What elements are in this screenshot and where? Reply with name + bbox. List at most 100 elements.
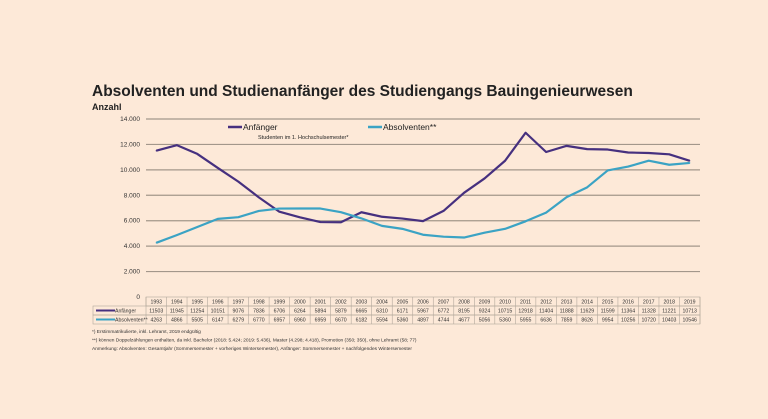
data-point xyxy=(422,234,424,236)
table-cell: 6960 xyxy=(294,318,306,324)
data-point xyxy=(442,210,445,212)
table-cell: 11945 xyxy=(170,309,184,315)
table-cell: 6670 xyxy=(335,318,347,324)
table-cell: 6665 xyxy=(356,309,368,315)
table-cell: 11328 xyxy=(642,309,656,315)
x-tick-label: 2006 xyxy=(417,300,429,306)
table-cell: 11364 xyxy=(621,309,635,315)
data-point xyxy=(607,148,609,151)
table-cell: 6770 xyxy=(253,318,265,324)
table-cell: 6706 xyxy=(274,309,286,315)
data-point xyxy=(299,207,301,210)
data-point xyxy=(627,151,629,154)
table-cell: 10546 xyxy=(683,318,698,324)
data-point xyxy=(299,216,301,218)
data-point xyxy=(176,144,178,146)
table-cell: 11888 xyxy=(560,309,574,315)
footnote: **) können Doppelzählungen enthalten, da… xyxy=(92,338,417,344)
data-point xyxy=(401,228,404,230)
table-cell: 6171 xyxy=(397,309,409,315)
x-tick-label: 2004 xyxy=(376,300,388,306)
table-cell: 9076 xyxy=(233,309,245,315)
data-point xyxy=(607,169,609,172)
table-cell: 10151 xyxy=(211,309,226,315)
table-cell: 6310 xyxy=(376,309,388,315)
legend-note: Studenten im 1. Hochschulsemester* xyxy=(258,135,349,141)
table-cell: 11221 xyxy=(662,309,676,315)
data-point xyxy=(360,211,363,213)
table-cell: 9324 xyxy=(479,309,491,315)
y-tick-label: 10.000 xyxy=(120,167,140,174)
table-cell: 12918 xyxy=(518,309,533,315)
data-point xyxy=(340,211,342,213)
table-row-label: Anfänger xyxy=(115,309,136,315)
data-point xyxy=(155,150,157,152)
data-point xyxy=(524,220,527,222)
data-point xyxy=(237,216,239,218)
x-tick-label: 2011 xyxy=(520,300,531,306)
table-row-label: Absolventen** xyxy=(115,318,148,324)
x-tick-label: 1998 xyxy=(253,300,265,306)
table-cell: 4897 xyxy=(417,318,429,324)
x-tick-label: 2008 xyxy=(458,300,470,306)
x-tick-label: 2009 xyxy=(479,300,491,306)
data-point xyxy=(196,226,198,228)
table-cell: 10256 xyxy=(621,318,636,324)
data-point xyxy=(566,145,568,147)
series-line-Anfnger xyxy=(155,131,691,224)
data-point xyxy=(381,225,383,227)
chart-title: Absolventen und Studienanfänger des Stud… xyxy=(92,83,633,100)
table-cell: 7859 xyxy=(561,318,573,324)
x-tick-label: 2017 xyxy=(643,300,655,306)
data-point xyxy=(689,160,691,162)
table-cell: 6264 xyxy=(294,309,306,315)
data-point xyxy=(545,151,547,153)
table-cell: 4866 xyxy=(171,318,183,324)
x-tick-label: 1993 xyxy=(150,300,162,306)
x-tick-label: 1997 xyxy=(233,300,245,306)
table-cell: 11599 xyxy=(601,309,615,315)
x-tick-label: 2014 xyxy=(581,300,593,306)
table-cell: 6147 xyxy=(212,318,224,324)
table-cell: 5894 xyxy=(315,309,327,315)
table-cell: 6182 xyxy=(356,318,368,324)
table-cell: 5879 xyxy=(335,309,347,315)
x-tick-label: 2007 xyxy=(438,300,450,306)
data-point xyxy=(627,166,629,168)
data-point xyxy=(648,152,650,154)
table-cell: 8626 xyxy=(581,318,593,324)
data-point xyxy=(483,177,486,180)
data-point xyxy=(463,192,465,194)
table-cell: 4263 xyxy=(150,318,162,324)
data-point xyxy=(176,234,178,236)
table-cell: 5967 xyxy=(417,309,429,315)
data-point xyxy=(483,232,486,234)
table-cell: 9954 xyxy=(602,318,614,324)
x-tick-label: 2013 xyxy=(561,300,573,306)
table-cell: 11254 xyxy=(190,309,204,315)
y-axis-label: Anzahl xyxy=(92,102,122,112)
table-cell: 5594 xyxy=(376,318,388,324)
table-cell: 6959 xyxy=(315,318,327,324)
x-tick-label: 2018 xyxy=(663,300,675,306)
x-tick-label: 2000 xyxy=(294,300,306,306)
table-cell: 6772 xyxy=(438,309,450,315)
data-point xyxy=(586,186,588,188)
table-cell: 5505 xyxy=(192,318,204,324)
data-point xyxy=(504,228,506,230)
data-point xyxy=(340,221,342,223)
x-tick-label: 2003 xyxy=(356,300,368,306)
data-point xyxy=(586,148,588,150)
data-point xyxy=(668,164,670,166)
table-cell: 6279 xyxy=(233,318,245,324)
table-cell: 10720 xyxy=(641,318,656,324)
data-point xyxy=(442,236,445,238)
data-point xyxy=(319,207,322,210)
data-point xyxy=(381,216,383,218)
table-cell: 5955 xyxy=(520,318,532,324)
x-tick-label: 2010 xyxy=(499,300,511,306)
data-point xyxy=(217,218,219,220)
data-point xyxy=(422,220,424,222)
x-tick-label: 2002 xyxy=(335,300,347,306)
